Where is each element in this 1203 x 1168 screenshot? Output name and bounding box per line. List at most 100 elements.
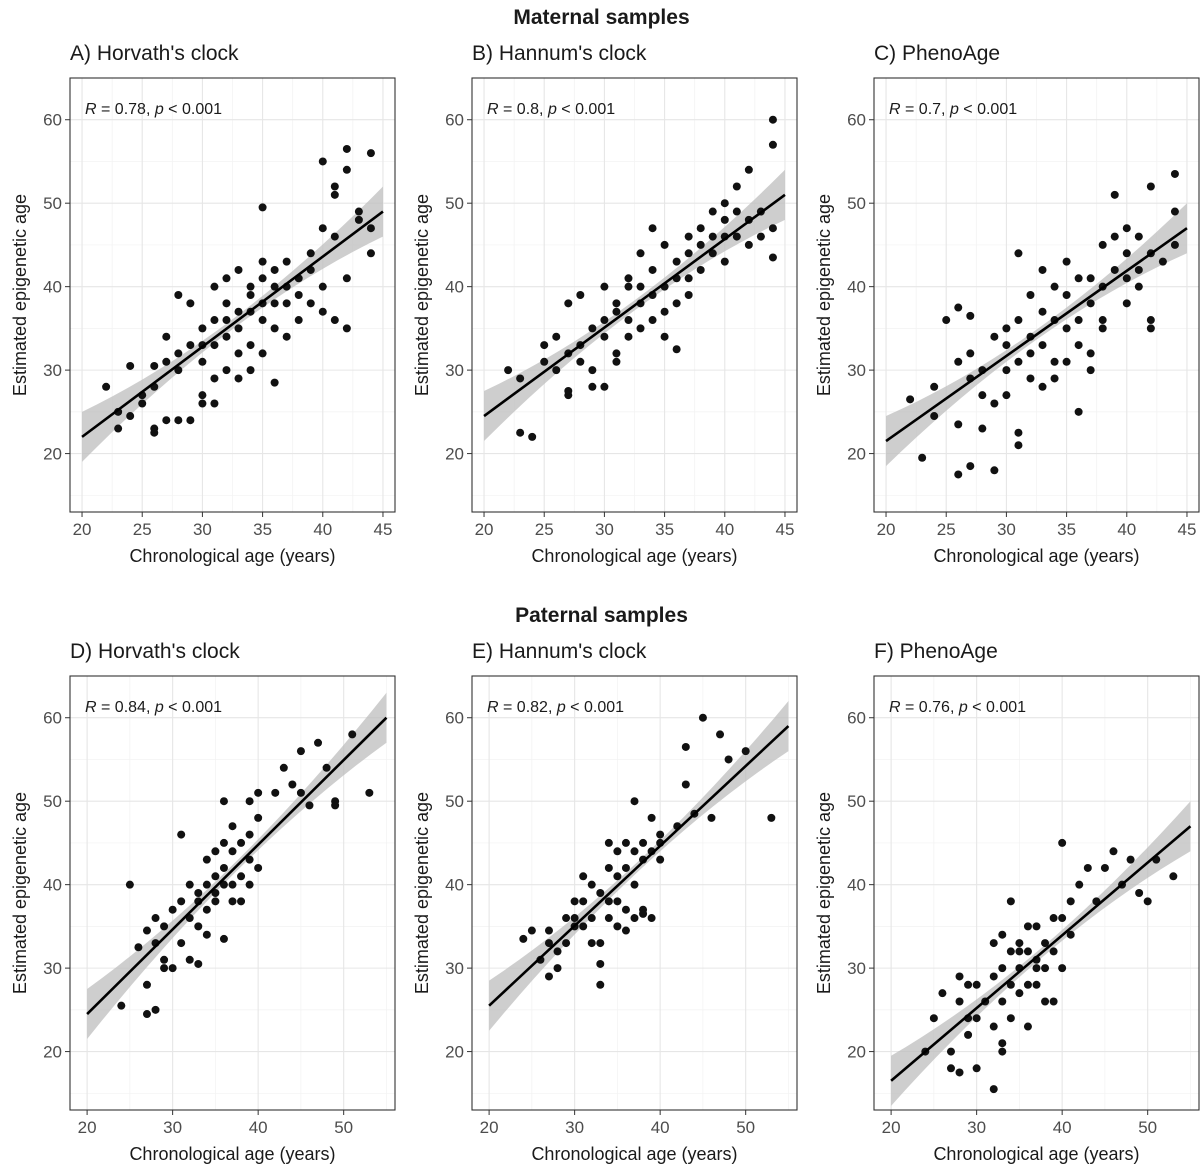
data-point: [245, 880, 254, 889]
data-point: [684, 249, 693, 258]
data-point: [202, 930, 211, 939]
y-tick-label: 20: [43, 1043, 62, 1062]
data-point: [150, 428, 159, 437]
data-point: [194, 889, 203, 897]
panel-f: 20 30 40 50 20 30 40 50 60 F) PhenoAge Chronologic…: [814, 640, 1200, 1164]
data-point: [1006, 980, 1015, 989]
data-point: [768, 140, 777, 149]
data-point: [1170, 240, 1179, 249]
x-tick-label: 30: [163, 1118, 182, 1137]
data-point: [162, 416, 171, 425]
data-point: [245, 855, 254, 864]
data-point: [211, 897, 220, 906]
x-tick-label: 25: [937, 520, 956, 539]
data-point: [1006, 1014, 1015, 1023]
data-point: [696, 240, 705, 249]
regression-line: [488, 725, 790, 1007]
data-point: [630, 880, 639, 889]
data-point: [954, 357, 963, 366]
data-point: [1015, 989, 1024, 998]
data-point: [564, 386, 573, 395]
y-tick-label: 30: [847, 959, 866, 978]
data-point: [254, 863, 263, 872]
data-point: [366, 149, 375, 158]
data-point: [972, 980, 981, 989]
data-point: [1122, 299, 1131, 308]
data-point: [1146, 324, 1155, 333]
data-point: [222, 274, 231, 283]
data-point: [318, 282, 327, 291]
maternal-row-title: Maternal samples: [513, 6, 690, 29]
data-point: [564, 299, 573, 308]
x-tick-label: 30: [193, 520, 212, 539]
data-point: [553, 947, 562, 956]
data-point: [540, 357, 549, 366]
correlation-annotation: R = 0.76, p < 0.001: [889, 699, 1026, 716]
data-point: [219, 838, 228, 847]
data-point: [552, 366, 561, 375]
correlation-annotation: R = 0.7, p < 0.001: [889, 101, 1017, 118]
data-point: [966, 462, 975, 471]
data-point: [604, 863, 613, 872]
data-point: [552, 332, 561, 341]
data-point: [955, 972, 964, 981]
x-axis-label: Chronological age (years): [933, 1144, 1139, 1164]
data-point: [1062, 324, 1071, 333]
data-point: [966, 311, 975, 320]
data-point: [1110, 232, 1119, 241]
data-point: [1170, 207, 1179, 216]
data-point: [354, 215, 363, 224]
data-point: [1014, 441, 1023, 450]
data-point: [1074, 341, 1083, 350]
y-axis-label: Estimated epigenetic age: [412, 194, 432, 396]
data-point: [210, 282, 219, 291]
data-point: [621, 863, 630, 872]
data-point: [177, 830, 186, 839]
y-tick-label: 60: [445, 709, 464, 728]
data-point: [1041, 964, 1050, 973]
data-point: [1098, 324, 1107, 333]
data-point: [210, 374, 219, 383]
data-point: [330, 182, 339, 191]
data-point: [600, 382, 609, 391]
data-point: [1049, 914, 1058, 923]
data-point: [1122, 274, 1131, 283]
data-point: [305, 801, 314, 810]
data-point: [741, 747, 750, 756]
data-point: [562, 939, 571, 948]
data-point: [160, 922, 169, 931]
data-point: [1143, 897, 1152, 906]
y-tick-label: 30: [847, 361, 866, 380]
data-point: [972, 1064, 981, 1073]
data-point: [1050, 282, 1059, 291]
data-point: [1146, 182, 1155, 191]
data-point: [1038, 265, 1047, 274]
grid-lines: [874, 676, 1199, 1110]
data-point: [138, 399, 147, 408]
data-point: [142, 1010, 151, 1019]
data-point: [1023, 980, 1032, 989]
panel-title: F) PhenoAge: [874, 640, 998, 663]
data-point: [504, 366, 513, 375]
data-point: [732, 232, 741, 241]
data-point: [270, 299, 279, 308]
data-point: [160, 964, 169, 973]
data-point: [990, 466, 999, 475]
x-tick-label: 30: [595, 520, 614, 539]
data-point: [151, 914, 160, 923]
data-point: [246, 341, 255, 350]
data-point: [768, 253, 777, 262]
data-point: [126, 412, 135, 421]
y-tick-label: 20: [43, 445, 62, 464]
data-point: [672, 299, 681, 308]
data-point: [237, 838, 246, 847]
data-point: [696, 265, 705, 274]
data-point: [1086, 274, 1095, 283]
data-point: [330, 190, 339, 199]
data-point: [989, 972, 998, 981]
data-point: [1109, 847, 1118, 856]
data-point: [1126, 855, 1135, 864]
data-point: [768, 115, 777, 124]
data-point: [648, 224, 657, 233]
y-axis-label: Estimated epigenetic age: [412, 792, 432, 994]
